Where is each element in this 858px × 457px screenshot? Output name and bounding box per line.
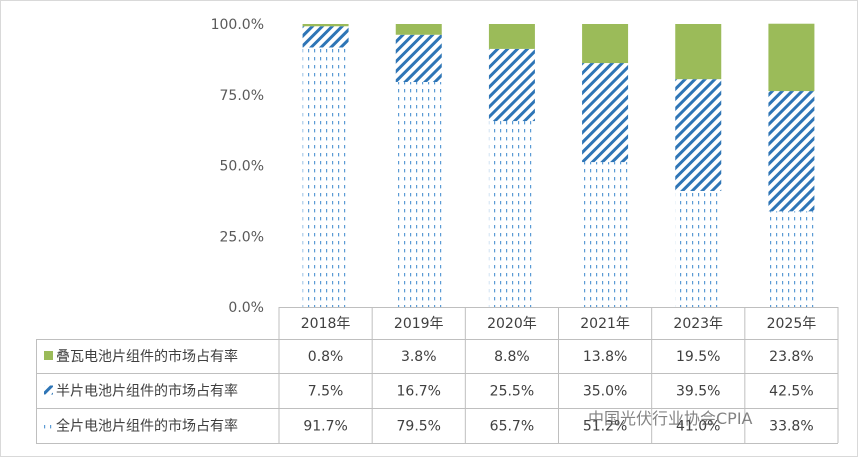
bar-segment <box>675 24 722 80</box>
bar-segment <box>768 211 815 307</box>
data-label: 91.7% <box>303 419 347 435</box>
data-label: 3.8% <box>401 349 437 365</box>
legend-key <box>44 385 53 395</box>
bar-segment <box>395 34 442 83</box>
bar-segment <box>488 24 535 49</box>
bar-segment <box>675 190 722 307</box>
bar-segment <box>302 47 349 307</box>
data-label: 35.0% <box>583 384 627 400</box>
data-label: 19.5% <box>676 349 720 365</box>
data-label: 42.5% <box>769 384 813 400</box>
bar-segment <box>302 24 349 27</box>
bar-segment <box>582 162 629 307</box>
bar-segment <box>395 82 442 307</box>
data-label: 79.5% <box>397 419 441 435</box>
bar-segment <box>582 24 629 64</box>
bar-segment <box>768 23 815 92</box>
x-tick-label: 2025年 <box>767 316 817 332</box>
bar-segment <box>582 63 629 163</box>
data-label: 7.5% <box>308 384 344 400</box>
legend-label: 全片电池片组件的市场占有率 <box>56 418 238 435</box>
legend-key <box>44 420 53 430</box>
bar-segment <box>488 121 535 307</box>
bar-segment <box>768 91 815 212</box>
data-label: 8.8% <box>494 349 530 365</box>
y-tick-label: 100.0% <box>211 17 264 33</box>
x-tick-label: 2021年 <box>580 316 630 332</box>
x-tick-label: 2023年 <box>673 316 723 332</box>
x-tick-label: 2018年 <box>301 316 351 332</box>
legend-label: 叠瓦电池片组件的市场占有率 <box>56 348 238 365</box>
legend-key <box>44 351 53 360</box>
y-tick-label: 0.0% <box>228 300 264 316</box>
bar-segment <box>302 26 349 48</box>
data-label: 25.5% <box>490 384 534 400</box>
data-label: 51.2% <box>583 419 627 435</box>
watermark: 中国光伏行业协会CPIA <box>588 409 753 428</box>
data-label: 23.8% <box>769 349 813 365</box>
y-tick-label: 50.0% <box>220 159 264 175</box>
data-label: 0.8% <box>308 349 344 365</box>
bar-segment <box>395 24 442 35</box>
data-label: 16.7% <box>397 384 441 400</box>
x-tick-label: 2020年 <box>487 316 537 332</box>
y-tick-label: 25.0% <box>220 229 264 245</box>
x-tick-label: 2019年 <box>394 316 444 332</box>
data-label: 65.7% <box>490 419 534 435</box>
data-label: 13.8% <box>583 349 627 365</box>
data-label: 41.0% <box>676 419 720 435</box>
bar-segment <box>675 79 722 191</box>
data-label: 33.8% <box>769 419 813 435</box>
y-tick-label: 75.0% <box>220 88 264 104</box>
legend-label: 半片电池片组件的市场占有率 <box>56 383 238 400</box>
data-label: 39.5% <box>676 384 720 400</box>
bar-segment <box>488 48 535 122</box>
